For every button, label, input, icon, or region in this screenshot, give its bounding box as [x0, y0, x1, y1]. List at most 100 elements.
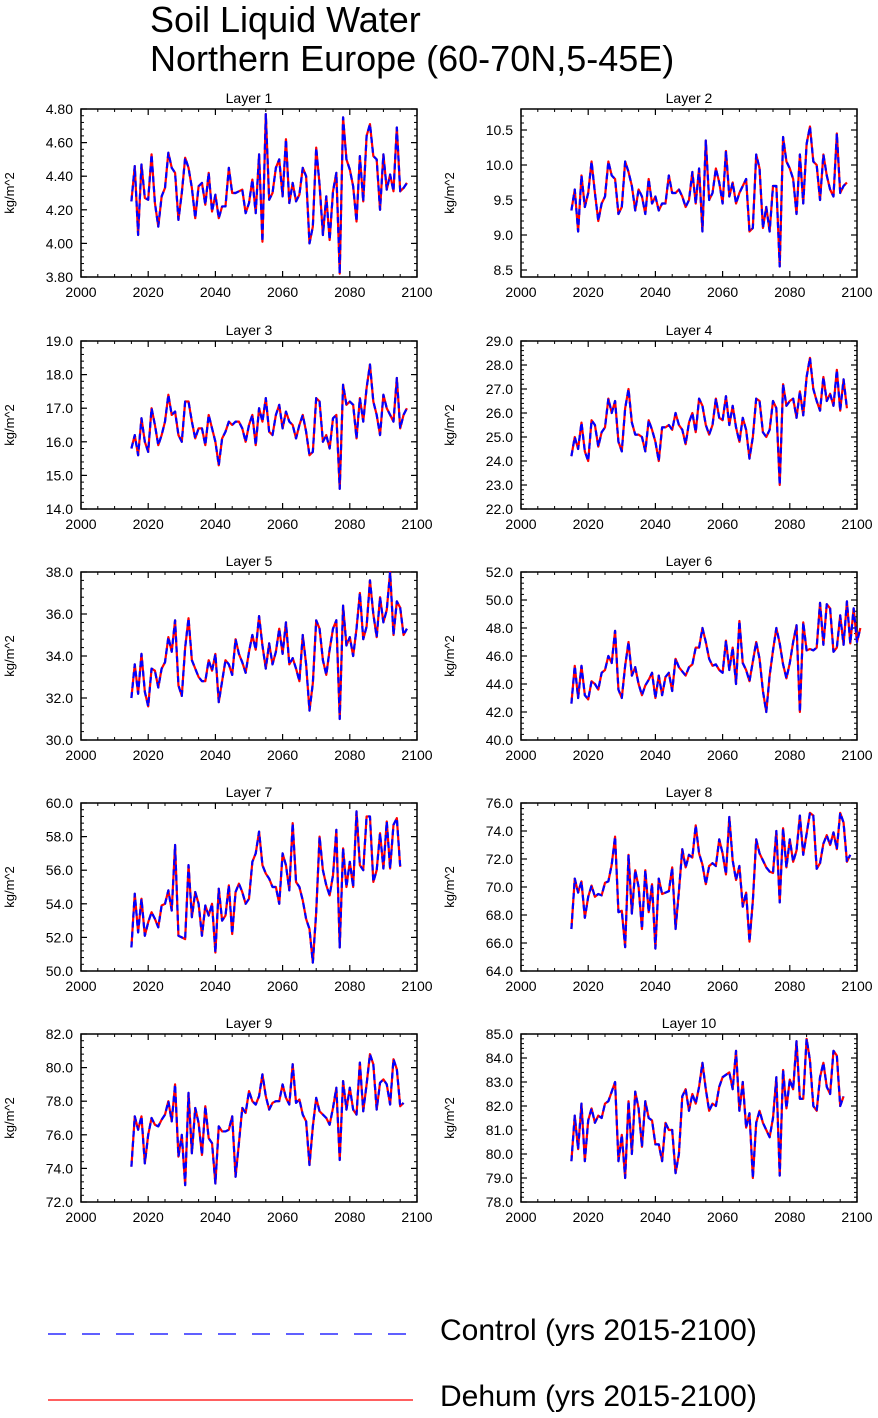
x-tick-label: 2020 — [133, 978, 164, 994]
x-tick-label: 2100 — [401, 1209, 432, 1225]
y-axis-label: kg/m^2 — [2, 404, 17, 446]
series-control-line — [130, 112, 408, 275]
y-tick-label: 85.0 — [486, 1026, 513, 1042]
y-tick-label: 3.80 — [46, 269, 73, 285]
x-tick-label: 2000 — [505, 747, 536, 763]
x-tick-label: 2100 — [401, 978, 432, 994]
series-control-line — [570, 356, 849, 487]
y-axis-label: kg/m^2 — [442, 866, 457, 908]
chart-figure: Layer 1 kg/m^2 2000 2020 2040 2060 2080 2100 3.8… — [2, 90, 873, 1225]
x-tick-label: 2080 — [334, 1209, 365, 1225]
x-tick-label: 2040 — [640, 747, 671, 763]
x-tick-label: 2060 — [267, 1209, 298, 1225]
y-tick-label: 52.0 — [46, 929, 73, 945]
y-tick-label: 74.0 — [46, 1160, 73, 1176]
series-control-line — [570, 125, 848, 268]
x-tick-label: 2060 — [707, 978, 738, 994]
chart-panel-layer-6: Layer 6 kg/m^2 2000 2020 2040 2060 2080 2100 40.… — [442, 553, 873, 763]
x-tick-label: 2100 — [401, 747, 432, 763]
x-tick-label: 2040 — [200, 284, 231, 300]
y-tick-label: 84.0 — [486, 1050, 513, 1066]
x-tick-label: 2020 — [133, 1209, 164, 1225]
series-control-line — [130, 570, 408, 721]
y-tick-label: 17.0 — [46, 400, 73, 416]
series-dehum-line — [130, 810, 402, 964]
y-tick-label: 36.0 — [46, 606, 73, 622]
x-tick-label: 2040 — [640, 978, 671, 994]
y-tick-label: 16.0 — [46, 434, 73, 450]
y-tick-label: 26.0 — [486, 405, 513, 421]
y-axis-label: kg/m^2 — [442, 404, 457, 446]
y-tick-label: 60.0 — [46, 795, 73, 811]
x-tick-label: 2100 — [841, 516, 872, 532]
chart-panel-layer-7: Layer 7 kg/m^2 2000 2020 2040 2060 2080 2100 50.… — [2, 784, 433, 994]
x-tick-label: 2000 — [505, 978, 536, 994]
y-tick-label: 76.0 — [486, 795, 513, 811]
x-tick-label: 2000 — [505, 1209, 536, 1225]
y-tick-label: 10.5 — [486, 122, 513, 138]
panel-title: Layer 9 — [226, 1015, 273, 1031]
y-tick-label: 46.0 — [486, 648, 513, 664]
x-tick-label: 2040 — [200, 1209, 231, 1225]
y-tick-label: 22.0 — [486, 501, 513, 517]
x-tick-label: 2020 — [133, 747, 164, 763]
legend-dehum-label: Dehum (yrs 2015-2100) — [440, 1380, 757, 1413]
x-tick-label: 2020 — [133, 284, 164, 300]
y-tick-label: 72.0 — [486, 851, 513, 867]
y-tick-label: 4.00 — [46, 235, 73, 251]
y-tick-label: 83.0 — [486, 1074, 513, 1090]
y-tick-label: 72.0 — [46, 1194, 73, 1210]
x-tick-label: 2020 — [573, 978, 604, 994]
x-tick-label: 2020 — [573, 284, 604, 300]
y-tick-label: 74.0 — [486, 823, 513, 839]
plot-frame — [520, 571, 858, 741]
panel-title: Layer 5 — [226, 553, 273, 569]
x-tick-label: 2000 — [65, 284, 96, 300]
y-tick-label: 82.0 — [486, 1098, 513, 1114]
plot-frame — [520, 1033, 858, 1203]
series-control-line — [130, 363, 408, 490]
y-tick-label: 64.0 — [486, 963, 513, 979]
legend-dehum-line-icon — [48, 1399, 413, 1401]
y-tick-label: 52.0 — [486, 564, 513, 580]
y-tick-label: 78.0 — [486, 1194, 513, 1210]
x-tick-label: 2000 — [65, 1209, 96, 1225]
series-dehum-line — [570, 811, 852, 950]
y-tick-label: 42.0 — [486, 704, 513, 720]
y-tick-label: 68.0 — [486, 907, 513, 923]
x-tick-label: 2060 — [267, 516, 298, 532]
y-tick-label: 4.20 — [46, 202, 73, 218]
y-tick-label: 79.0 — [486, 1170, 513, 1186]
x-tick-label: 2080 — [334, 284, 365, 300]
y-tick-label: 58.0 — [46, 829, 73, 845]
y-tick-label: 50.0 — [46, 963, 73, 979]
x-tick-label: 2000 — [65, 747, 96, 763]
x-tick-label: 2020 — [573, 1209, 604, 1225]
panel-title: Layer 1 — [226, 90, 273, 106]
chart-panel-layer-8: Layer 8 kg/m^2 2000 2020 2040 2060 2080 2100 64.… — [442, 784, 873, 994]
y-tick-label: 10.0 — [486, 157, 513, 173]
legend-control-line-icon — [48, 1333, 413, 1335]
panel-title: Layer 10 — [662, 1015, 717, 1031]
figure-title-line2: Northern Europe (60-70N,5-45E) — [150, 38, 675, 79]
y-tick-label: 14.0 — [46, 501, 73, 517]
y-tick-label: 25.0 — [486, 429, 513, 445]
x-tick-label: 2080 — [334, 747, 365, 763]
x-tick-label: 2100 — [841, 747, 872, 763]
chart-panel-layer-3: Layer 3 kg/m^2 2000 2020 2040 2060 2080 2100 14.… — [2, 322, 433, 532]
x-tick-label: 2060 — [707, 516, 738, 532]
y-tick-label: 66.0 — [486, 935, 513, 951]
panel-title: Layer 7 — [226, 784, 273, 800]
y-tick-label: 80.0 — [46, 1060, 73, 1076]
x-tick-label: 2080 — [334, 516, 365, 532]
x-tick-label: 2020 — [573, 747, 604, 763]
series-control-line — [570, 1037, 845, 1180]
legend-control-label: Control (yrs 2015-2100) — [440, 1314, 757, 1347]
y-tick-label: 80.0 — [486, 1146, 513, 1162]
y-axis-label: kg/m^2 — [2, 635, 17, 677]
chart-panel-layer-4: Layer 4 kg/m^2 2000 2020 2040 2060 2080 2100 22.… — [442, 322, 873, 532]
x-tick-label: 2040 — [640, 1209, 671, 1225]
chart-panel-layer-10: Layer 10 kg/m^2 2000 2020 2040 2060 2080 2100 78… — [442, 1015, 873, 1225]
y-tick-label: 32.0 — [46, 690, 73, 706]
x-tick-label: 2060 — [707, 1209, 738, 1225]
